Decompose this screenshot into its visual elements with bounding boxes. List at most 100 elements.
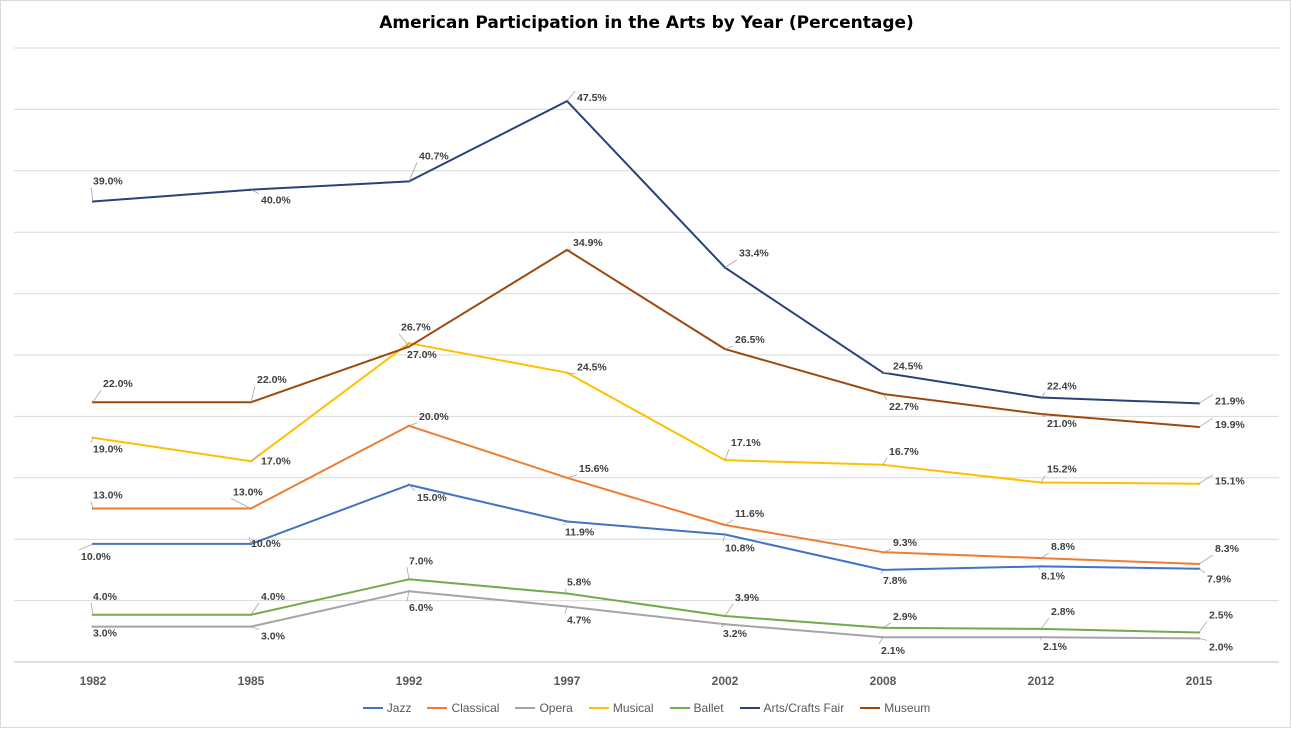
legend-swatch [860, 707, 881, 709]
data-label: 9.3% [893, 537, 918, 549]
data-label: 17.0% [261, 455, 291, 467]
leader-line [90, 437, 94, 443]
legend-label: Museum [884, 701, 931, 715]
data-label: 24.5% [893, 361, 923, 373]
data-label: 2.9% [893, 611, 918, 623]
series-line-musical [92, 342, 1200, 485]
data-label: 40.0% [261, 195, 291, 207]
legend-label: Jazz [386, 701, 412, 715]
leader-line [1040, 475, 1046, 483]
legend-swatch [588, 707, 609, 709]
leader-line [250, 626, 260, 630]
data-label: 2.1% [1043, 641, 1068, 653]
x-tick-label: 2008 [870, 674, 897, 688]
data-label: 10.8% [725, 542, 755, 554]
data-label: 3.9% [735, 592, 760, 604]
leader-line [250, 602, 260, 615]
leader-line [882, 622, 892, 629]
leader-line [1198, 474, 1214, 485]
data-label: 2.8% [1051, 606, 1076, 618]
leader-line [92, 390, 102, 403]
data-label: 16.7% [889, 446, 919, 458]
leader-line [1040, 552, 1050, 559]
leader-line [1198, 417, 1214, 428]
data-label: 13.0% [233, 487, 263, 499]
leader-line [720, 623, 726, 628]
data-label: 15.1% [1215, 476, 1245, 488]
data-label: 34.9% [573, 237, 603, 249]
leader-line [90, 602, 94, 615]
data-label: 2.1% [881, 645, 906, 657]
data-label: 24.5% [577, 362, 607, 374]
data-label: 20.0% [419, 411, 449, 423]
leader-line [882, 393, 888, 401]
leader-line [406, 567, 410, 580]
leader-line [90, 501, 94, 509]
legend-label: Opera [539, 701, 573, 715]
legend-item: Arts/Crafts Fair [739, 701, 845, 715]
data-label: 15.2% [1047, 464, 1077, 476]
data-label: 5.8% [567, 577, 592, 589]
leader-line [564, 588, 568, 594]
x-tick-label: 1985 [238, 674, 265, 688]
data-label: 10.0% [81, 551, 111, 563]
data-label: 39.0% [93, 176, 123, 188]
data-label: 3.0% [93, 628, 118, 640]
leader-line [250, 189, 260, 195]
legend-label: Ballet [693, 701, 724, 715]
leader-line [724, 519, 734, 526]
x-tick-label: 1982 [80, 674, 107, 688]
data-label: 8.1% [1041, 570, 1066, 582]
leader-line [1198, 637, 1208, 641]
data-label: 2.5% [1209, 609, 1234, 621]
data-label: 4.0% [261, 591, 286, 603]
x-tick-label: 2012 [1028, 674, 1055, 688]
leader-line [1040, 392, 1046, 398]
legend-item: Classical [427, 701, 499, 715]
leader-line [722, 534, 726, 542]
legend-swatch [515, 707, 536, 709]
data-label: 8.3% [1215, 543, 1240, 555]
data-label: 27.0% [407, 349, 437, 361]
data-label: 33.4% [739, 248, 769, 260]
data-label: 22.4% [1047, 381, 1077, 393]
series-line-classical [93, 424, 1200, 565]
leader-line [230, 498, 252, 509]
leader-line [724, 259, 738, 268]
legend-item: Musical [588, 701, 654, 715]
data-label: 7.9% [1207, 574, 1232, 586]
leader-line [566, 90, 576, 102]
leader-line [90, 187, 94, 202]
leader-line [1198, 621, 1208, 633]
leader-line [250, 386, 256, 403]
data-label: 22.0% [257, 374, 287, 386]
legend-label: Arts/Crafts Fair [763, 701, 845, 715]
data-label: 15.6% [579, 463, 609, 475]
leader-line [1038, 566, 1042, 570]
leader-line [724, 448, 730, 461]
data-label: 4.7% [567, 615, 592, 627]
x-tick-label: 1992 [396, 674, 423, 688]
series-line-jazz [93, 483, 1200, 571]
data-label: 19.0% [93, 444, 123, 456]
leader-line [566, 474, 578, 479]
data-label: 4.0% [93, 591, 118, 603]
data-label: 19.9% [1215, 419, 1245, 431]
data-label: 13.0% [93, 490, 123, 502]
data-label: 21.0% [1047, 418, 1077, 430]
data-label: 3.2% [723, 628, 748, 640]
data-label: 15.0% [417, 492, 447, 504]
data-label: 21.9% [1215, 395, 1245, 407]
leader-line [1198, 554, 1214, 565]
data-label: 3.0% [261, 631, 286, 643]
leader-line [248, 536, 252, 545]
leader-line [1198, 394, 1214, 404]
data-label: 26.7% [401, 322, 431, 334]
legend-swatch [669, 707, 690, 709]
data-label: 8.8% [1051, 541, 1076, 553]
legend-label: Classical [451, 701, 500, 715]
leader-line [724, 603, 734, 617]
data-label: 6.0% [409, 602, 434, 614]
